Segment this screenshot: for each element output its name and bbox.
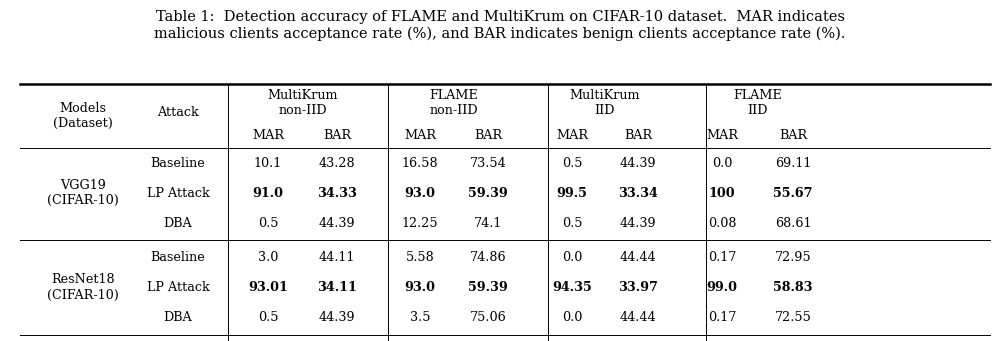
Text: MAR: MAR: [706, 129, 738, 142]
Text: FLAME
non-IID: FLAME non-IID: [430, 89, 478, 117]
Text: MAR: MAR: [404, 129, 436, 142]
Text: 93.01: 93.01: [248, 281, 288, 294]
Text: DBA: DBA: [164, 217, 192, 230]
Text: 74.1: 74.1: [474, 217, 502, 230]
Text: 73.54: 73.54: [470, 157, 506, 170]
Text: 72.95: 72.95: [775, 251, 811, 264]
Text: MultiKrum
IID: MultiKrum IID: [570, 89, 640, 117]
Text: FLAME
IID: FLAME IID: [733, 89, 782, 117]
Text: 55.67: 55.67: [773, 187, 813, 200]
Text: DBA: DBA: [164, 311, 192, 324]
Text: 59.39: 59.39: [468, 281, 508, 294]
Text: 72.55: 72.55: [775, 311, 811, 324]
Text: 3.5: 3.5: [410, 311, 430, 324]
Text: 33.34: 33.34: [618, 187, 658, 200]
Text: VGG19
(CIFAR-10): VGG19 (CIFAR-10): [47, 179, 119, 207]
Text: 0.0: 0.0: [562, 311, 582, 324]
Text: ResNet18
(CIFAR-10): ResNet18 (CIFAR-10): [47, 273, 119, 301]
Text: BAR: BAR: [323, 129, 351, 142]
Text: 16.58: 16.58: [402, 157, 438, 170]
Text: 0.5: 0.5: [258, 311, 278, 324]
Text: 12.25: 12.25: [402, 217, 438, 230]
Text: 34.33: 34.33: [317, 187, 357, 200]
Text: BAR: BAR: [624, 129, 652, 142]
Text: MAR: MAR: [556, 129, 588, 142]
Text: MAR: MAR: [252, 129, 284, 142]
Text: 75.06: 75.06: [470, 311, 506, 324]
Text: LP Attack: LP Attack: [147, 281, 209, 294]
Text: 69.11: 69.11: [775, 157, 811, 170]
Text: 34.11: 34.11: [317, 281, 357, 294]
Text: 44.39: 44.39: [319, 217, 355, 230]
Text: 0.17: 0.17: [708, 311, 736, 324]
Text: Baseline: Baseline: [151, 251, 205, 264]
Text: LP Attack: LP Attack: [147, 187, 209, 200]
Text: 93.0: 93.0: [404, 187, 436, 200]
Text: BAR: BAR: [474, 129, 502, 142]
Text: 0.08: 0.08: [708, 217, 736, 230]
Text: 93.0: 93.0: [404, 281, 436, 294]
Text: 0.0: 0.0: [712, 157, 732, 170]
Text: 94.35: 94.35: [552, 281, 592, 294]
Text: 58.83: 58.83: [773, 281, 813, 294]
Text: 43.28: 43.28: [319, 157, 355, 170]
Text: 44.44: 44.44: [620, 311, 656, 324]
Text: 44.44: 44.44: [620, 251, 656, 264]
Text: 44.11: 44.11: [319, 251, 355, 264]
Text: Models
(Dataset): Models (Dataset): [53, 102, 113, 130]
Text: 99.0: 99.0: [706, 281, 738, 294]
Text: MultiKrum
non-IID: MultiKrum non-IID: [267, 89, 338, 117]
Text: 33.97: 33.97: [618, 281, 658, 294]
Text: Baseline: Baseline: [151, 157, 205, 170]
Text: 44.39: 44.39: [319, 311, 355, 324]
Text: Attack: Attack: [157, 106, 199, 119]
Text: 0.5: 0.5: [562, 217, 582, 230]
Text: 91.0: 91.0: [252, 187, 284, 200]
Text: BAR: BAR: [779, 129, 807, 142]
Text: 59.39: 59.39: [468, 187, 508, 200]
Text: 44.39: 44.39: [620, 217, 656, 230]
Text: 44.39: 44.39: [620, 157, 656, 170]
Text: 99.5: 99.5: [557, 187, 587, 200]
Text: 0.5: 0.5: [562, 157, 582, 170]
Text: 10.1: 10.1: [254, 157, 282, 170]
Text: 100: 100: [709, 187, 735, 200]
Text: 74.86: 74.86: [470, 251, 506, 264]
Text: 5.58: 5.58: [406, 251, 434, 264]
Text: 3.0: 3.0: [258, 251, 278, 264]
Text: Table 1:  Detection accuracy of FLAME and MultiKrum on CIFAR-10 dataset.  MAR in: Table 1: Detection accuracy of FLAME and…: [154, 10, 846, 41]
Text: 0.17: 0.17: [708, 251, 736, 264]
Text: 68.61: 68.61: [775, 217, 811, 230]
Text: 0.0: 0.0: [562, 251, 582, 264]
Text: 0.5: 0.5: [258, 217, 278, 230]
